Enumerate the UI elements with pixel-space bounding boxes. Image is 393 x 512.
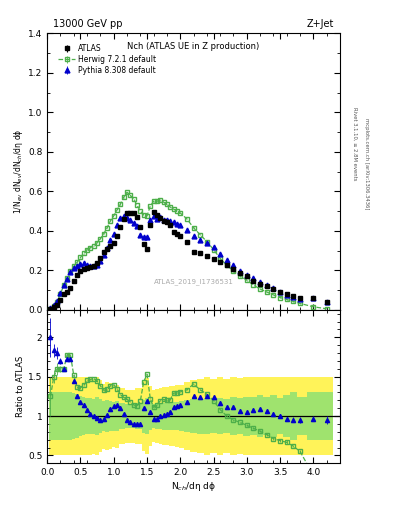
X-axis label: N$_{ch}$/dη dϕ: N$_{ch}$/dη dϕ bbox=[171, 480, 216, 493]
Text: mcplots.cern.ch [arXiv:1306.3436]: mcplots.cern.ch [arXiv:1306.3436] bbox=[364, 118, 369, 209]
Text: Z+Jet: Z+Jet bbox=[307, 19, 334, 29]
Text: Nch (ATLAS UE in Z production): Nch (ATLAS UE in Z production) bbox=[127, 41, 260, 51]
Text: 13000 GeV pp: 13000 GeV pp bbox=[53, 19, 123, 29]
Legend: ATLAS, Herwig 7.2.1 default, Pythia 8.308 default: ATLAS, Herwig 7.2.1 default, Pythia 8.30… bbox=[57, 42, 158, 76]
Text: ATLAS_2019_I1736531: ATLAS_2019_I1736531 bbox=[154, 278, 233, 285]
Y-axis label: 1/N$_{ev}$ dN$_{ev}$/dN$_{ch}$/dη dϕ: 1/N$_{ev}$ dN$_{ev}$/dN$_{ch}$/dη dϕ bbox=[12, 129, 25, 214]
Text: Rivet 3.1.10, ≥ 2.8M events: Rivet 3.1.10, ≥ 2.8M events bbox=[352, 106, 357, 180]
Y-axis label: Ratio to ATLAS: Ratio to ATLAS bbox=[16, 356, 25, 417]
